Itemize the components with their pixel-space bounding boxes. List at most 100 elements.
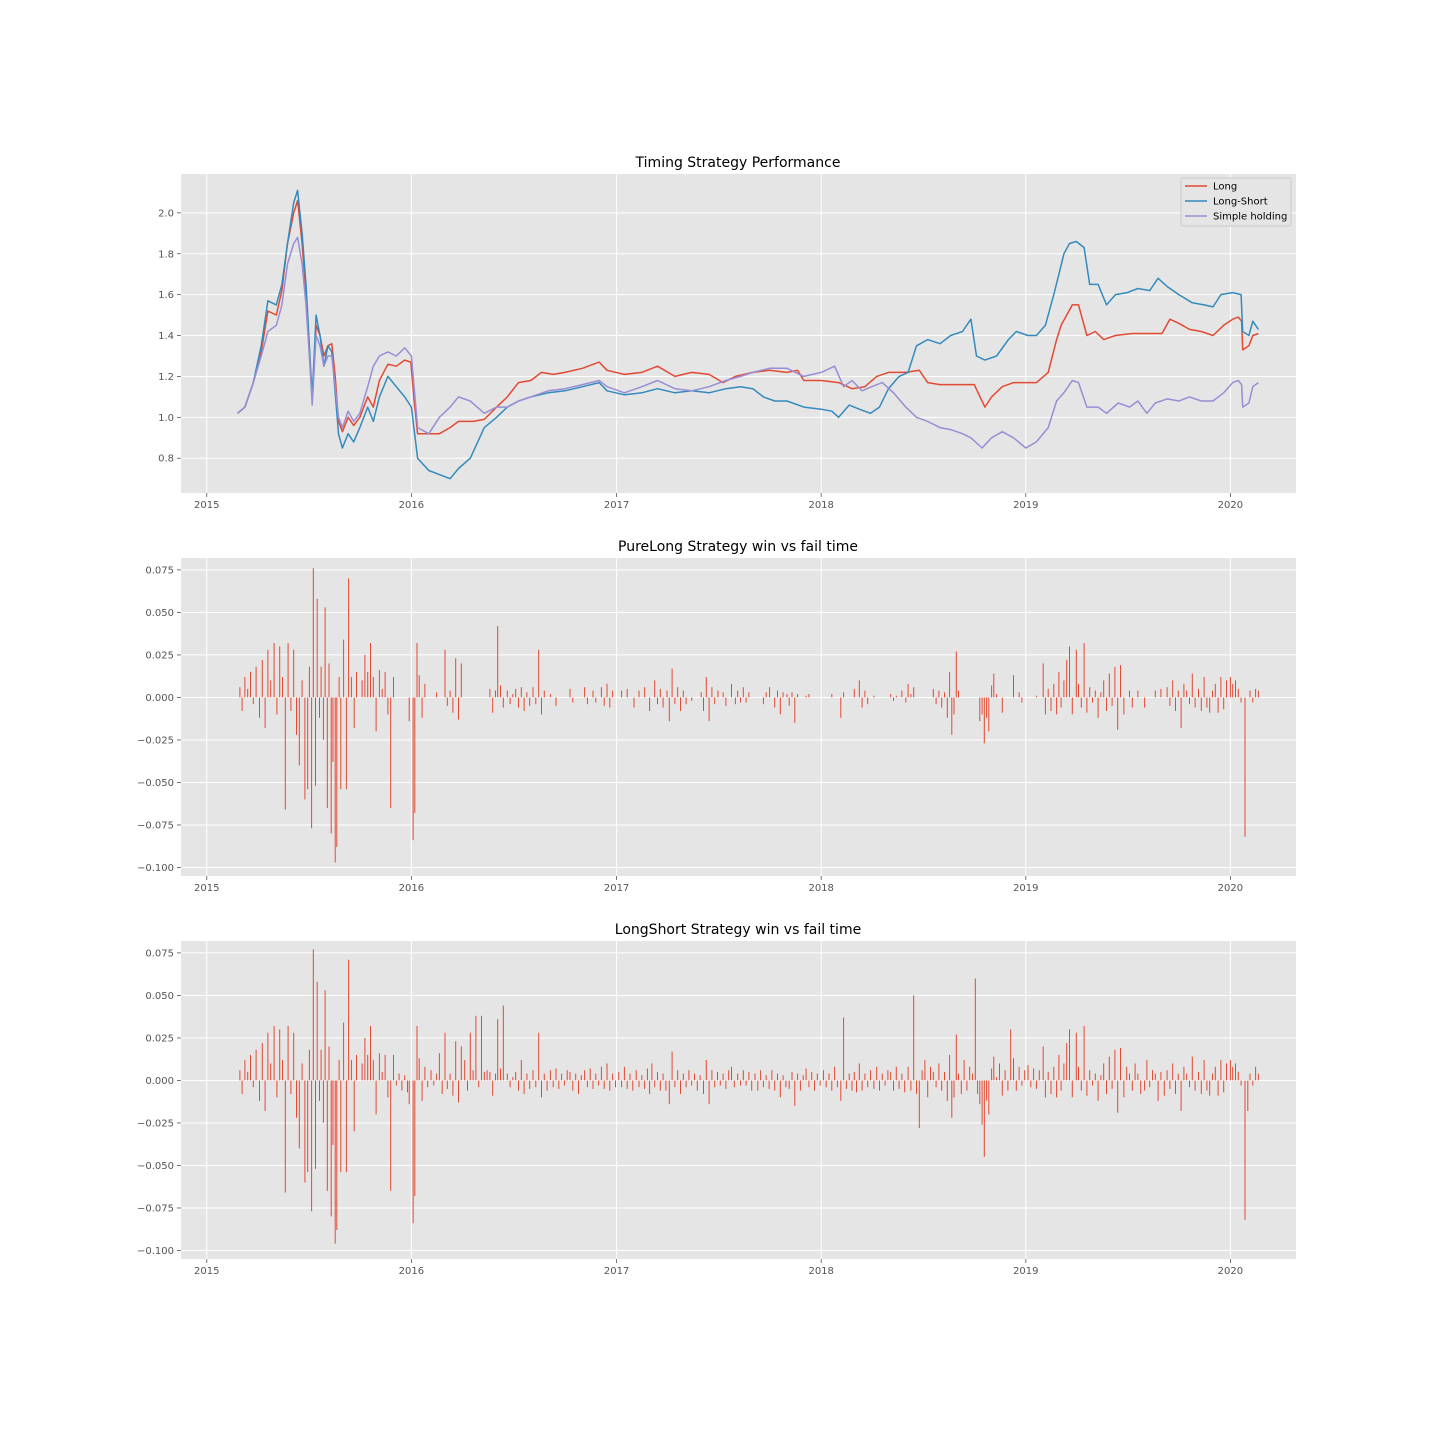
longshort-bar-235 [890,1071,892,1081]
longshort-bar-329 [1149,1080,1151,1088]
longshort-bar-192 [768,1080,770,1089]
purelong-bar-31 [320,666,322,698]
longshort-bar-80 [449,1073,451,1081]
longshort-bar-59 [393,1054,394,1081]
longshort-bar-262 [963,1060,965,1081]
longshort-bar-279 [1007,1080,1009,1091]
purelong-bar-65 [421,697,423,718]
longshort-bar-66 [412,1080,414,1224]
longshort-bar-55 [381,1071,383,1081]
longshort-bar-202 [797,1073,799,1081]
longshort-bar-118 [558,1080,560,1089]
purelong-bar-14 [279,646,281,698]
longshort-bar-101 [509,1080,511,1088]
longshort-bar-72 [427,1080,429,1088]
longshort-bar-239 [901,1073,903,1081]
purelong-bar-160 [853,688,855,698]
longshort-bar-367 [1257,1073,1259,1081]
purelong-bar-95 [549,694,551,698]
purelong-bar-37 [332,697,334,762]
longshort-bar-244 [916,1080,917,1094]
longshort-bar-356 [1226,1063,1227,1081]
longshort-bar-182 [740,1080,741,1086]
purelong-bar-131 [711,687,713,698]
longshort-bar-164 [688,1070,690,1081]
longshort-bar-345 [1194,1080,1196,1091]
purelong-bar-54 [378,670,380,698]
longshort-bar-334 [1163,1080,1165,1096]
purelong-bar-90 [532,687,534,698]
purelong-bar-57 [387,697,389,715]
purelong-bar-201 [1050,697,1052,711]
longshort-bar-68 [416,1026,418,1081]
longshort-y-tick-label-3: −0.025 [137,1118,174,1129]
longshort-bar-93 [486,1070,488,1081]
longshort-bar-9 [264,1080,266,1111]
purelong-bar-228 [1129,690,1130,698]
longshort-bar-257 [951,1080,953,1118]
longshort-bar-310 [1094,1073,1096,1081]
performance-y-tick-label-5: 1.8 [158,249,174,260]
longshort-bar-78 [444,1032,446,1081]
purelong-bar-174 [932,688,934,698]
longshort-bar-130 [592,1080,594,1089]
purelong-bar-199 [1044,697,1046,715]
purelong-bar-145 [769,687,771,698]
purelong-bar-30 [319,697,320,718]
purelong-bar-192 [996,694,998,698]
purelong-bar-50 [367,671,369,698]
longshort-x-tick-label-2018: 2018 [808,1266,833,1277]
purelong-bar-104 [603,697,605,706]
longshort-bar-4 [250,1054,251,1081]
longshort-bar-331 [1154,1073,1156,1081]
purelong-bar-236 [1172,680,1174,698]
longshort-bar-34 [326,1080,328,1191]
longshort-bar-275 [996,1077,998,1081]
longshort-bar-147 [641,1075,643,1081]
legend: Long Long-Short Simple holding [1180,177,1292,227]
longshort-bar-92 [483,1071,485,1081]
purelong-bar-83 [512,694,514,698]
longshort-x-tick-label-2020: 2020 [1218,1266,1243,1277]
purelong-bar-87 [523,697,525,711]
purelong-bar-59 [393,677,394,698]
performance-x-tick-label-2017: 2017 [604,500,629,511]
purelong-bar-204 [1058,671,1060,698]
longshort-bar-301 [1069,1029,1070,1081]
purelong-bar-22 [301,680,303,698]
purelong-bar-39 [336,697,338,847]
longshort-bar-205 [805,1068,807,1081]
purelong-bar-85 [518,697,519,708]
purelong-bar-43 [345,697,347,790]
longshort-bar-168 [699,1075,701,1081]
longshort-bar-321 [1126,1066,1128,1081]
purelong-bar-0 [239,687,241,698]
longshort-bar-48 [361,1063,363,1081]
longshort-bar-213 [828,1073,830,1081]
purelong-bar-252 [1217,697,1219,713]
longshort-bar-305 [1080,1080,1082,1091]
longshort-bar-289 [1035,1080,1037,1089]
purelong-bar-92 [538,649,540,698]
purelong-bar-231 [1144,697,1146,708]
longshort-bar-84 [460,1046,462,1081]
longshort-bar-173 [714,1080,716,1088]
purelong-bar-82 [509,697,511,705]
purelong-bar-91 [535,697,537,705]
longshort-bar-121 [566,1070,568,1081]
purelong-bar-232 [1154,690,1156,698]
longshort-bar-113 [543,1073,545,1081]
longshort-bar-167 [696,1080,698,1091]
longshort-bar-102 [512,1077,514,1081]
purelong-bar-98 [572,697,574,703]
purelong-bar-239 [1180,697,1182,728]
longshort-bar-8 [261,1043,263,1081]
purelong-bar-28 [315,697,316,786]
purelong-bar-27 [312,568,314,698]
longshort-bar-174 [717,1071,718,1081]
longshort-bar-210 [819,1080,821,1086]
longshort-bar-148 [644,1080,646,1089]
longshort-bar-132 [598,1080,600,1086]
longshort-bar-160 [677,1070,679,1081]
purelong-bar-162 [861,697,863,708]
